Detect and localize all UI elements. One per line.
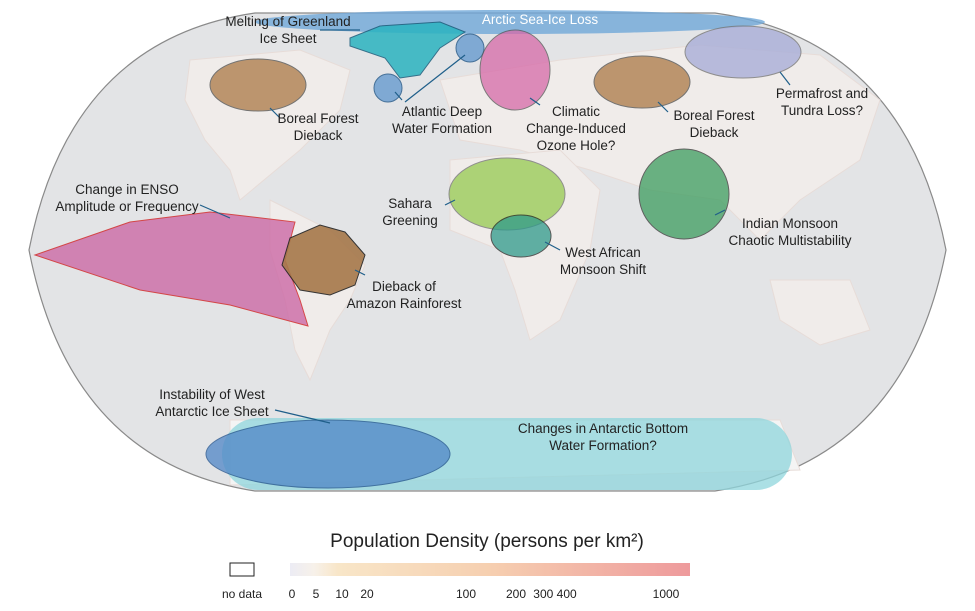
- region-label: Change in ENSO: [75, 182, 179, 197]
- colorbar-ticks: 0 5 10 20 100 200 300 400 1000: [289, 587, 680, 601]
- wais-ellipse: [205, 419, 451, 489]
- colorbar-tick-label: 5: [313, 587, 320, 601]
- region-label: Melting of Greenland: [225, 14, 350, 29]
- region-label: Change-Induced: [526, 121, 626, 136]
- colorbar-tick-label: 20: [360, 587, 374, 601]
- wam-ellipse: [490, 214, 552, 258]
- region-label: Antarctic Ice Sheet: [155, 404, 269, 419]
- region-label: Dieback: [294, 128, 343, 143]
- region-label: Sahara: [388, 196, 432, 211]
- region-label: Permafrost and: [776, 86, 868, 101]
- region-label: Water Formation: [392, 121, 492, 136]
- colorbar-tick-label: 300 400: [533, 587, 577, 601]
- boreal-west-ellipse: [209, 58, 307, 112]
- region-label: Instability of West: [159, 387, 265, 402]
- colorbar-tick-label: 1000: [653, 587, 680, 601]
- colorbar: [290, 563, 690, 576]
- ozone-ellipse: [479, 29, 551, 111]
- greenland-shape: [349, 21, 467, 79]
- region-label: Amplitude or Frequency: [55, 199, 199, 214]
- colorbar-tick-label: 100: [456, 587, 476, 601]
- region-label: Ozone Hole?: [537, 138, 616, 153]
- region-label: Boreal Forest: [277, 111, 358, 126]
- region-label: Greening: [382, 213, 438, 228]
- region-label: Amazon Rainforest: [347, 296, 462, 311]
- region-label: Arctic Sea-Ice Loss: [482, 12, 599, 27]
- colorbar-tick-label: 10: [335, 587, 349, 601]
- region-label: Climatic: [552, 104, 600, 119]
- indian-circle: [638, 148, 730, 240]
- leader-lines: [199, 29, 791, 424]
- region-label: Atlantic Deep: [402, 104, 482, 119]
- no-data-swatch: [229, 562, 255, 577]
- region-label: Indian Monsoon: [742, 216, 838, 231]
- no-data-label: no data: [222, 587, 262, 601]
- region-label: Chaotic Multistability: [728, 233, 851, 248]
- region-label: Tundra Loss?: [781, 103, 863, 118]
- legend-title: Population Density (persons per km²): [330, 531, 644, 552]
- atlantic-circle: [373, 73, 403, 103]
- colorbar-tick-label: 0: [289, 587, 296, 601]
- labels: Arctic Sea-Ice Loss Melting of Greenland I…: [55, 12, 868, 453]
- region-label: Dieback: [690, 125, 739, 140]
- colorbar-tick-label: 200: [506, 587, 526, 601]
- region-label: Monsoon Shift: [560, 262, 647, 277]
- atlantic-circle: [455, 33, 485, 63]
- region-label: Water Formation?: [549, 438, 657, 453]
- region-label: Changes in Antarctic Bottom: [518, 421, 688, 436]
- region-label: Ice Sheet: [259, 31, 316, 46]
- region-label: Boreal Forest: [673, 108, 754, 123]
- region-label: Dieback of: [372, 279, 436, 294]
- region-label: West African: [565, 245, 641, 260]
- boreal-east-ellipse: [593, 55, 691, 109]
- amazon-shape: [281, 224, 366, 296]
- permafrost-ellipse: [684, 25, 802, 79]
